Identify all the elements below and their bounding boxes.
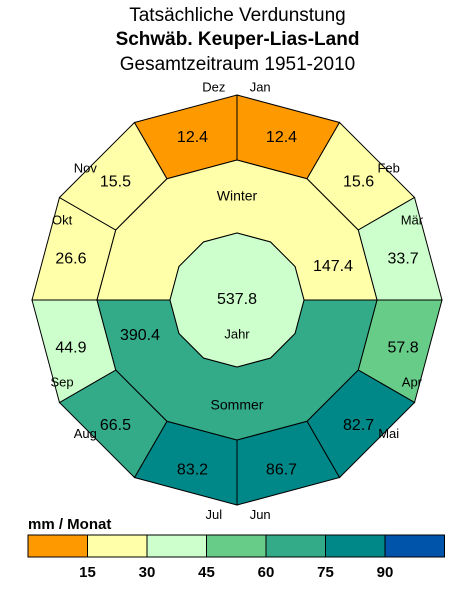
legend-tick-15: 15 <box>79 564 96 581</box>
month-mai-value: 82.7 <box>343 417 374 434</box>
year-sector <box>169 232 305 368</box>
month-apr-value: 57.8 <box>388 340 419 357</box>
legend-tick-60: 60 <box>258 564 275 581</box>
legend-unit-label: mm / Monat <box>28 516 112 533</box>
month-sep-value: 44.9 <box>55 340 86 357</box>
legend-swatch-2 <box>87 534 148 558</box>
legend-swatch-6 <box>325 534 386 558</box>
legend-tick-90: 90 <box>377 564 394 581</box>
legend-swatch-5 <box>265 534 326 558</box>
month-jun-value: 86.7 <box>266 461 297 478</box>
halfyear-sommer-value: 390.4 <box>120 327 160 344</box>
month-aug-name: Aug <box>74 426 97 441</box>
month-okt-value: 26.6 <box>55 251 86 268</box>
year-value: 537.8 <box>217 291 257 308</box>
period-label: Gesamtzeitraum 1951-2010 <box>119 54 356 75</box>
month-jan-name: Jan <box>250 80 271 95</box>
month-dez-name: Dez <box>202 80 225 95</box>
legend-tick-30: 30 <box>139 564 156 581</box>
month-jul-value: 83.2 <box>177 461 208 478</box>
legend-swatch-3 <box>146 534 207 558</box>
legend-swatch-7 <box>384 534 445 558</box>
legend-tick-75: 75 <box>317 564 334 581</box>
halfyear-winter-value: 147.4 <box>313 258 353 275</box>
legend-swatch-1 <box>27 534 88 558</box>
halfyear-sommer-name: Sommer <box>211 397 264 413</box>
month-nov-name: Nov <box>74 161 98 176</box>
month-aug-value: 66.5 <box>100 417 131 434</box>
month-dez-value: 12.4 <box>177 129 208 146</box>
legend-swatch-4 <box>206 534 267 558</box>
month-maer-value: 33.7 <box>388 251 419 268</box>
month-feb-value: 15.6 <box>343 174 374 191</box>
month-jan-value: 12.4 <box>266 129 297 146</box>
month-okt-name: Okt <box>52 212 73 227</box>
month-jul-name: Jul <box>205 507 222 522</box>
month-maer-name: Mär <box>401 212 424 227</box>
month-mai-name: Mai <box>378 426 399 441</box>
halfyear-winter-name: Winter <box>217 188 258 204</box>
chart-title: Tatsächliche Verdunstung <box>129 5 346 26</box>
region-subtitle: Schwäb. Keuper-Lias-Land <box>115 29 360 50</box>
month-feb-name: Feb <box>377 161 399 176</box>
month-jun-name: Jun <box>250 507 271 522</box>
year-name: Jahr <box>224 326 250 341</box>
month-nov-value: 15.5 <box>100 174 131 191</box>
legend-tick-45: 45 <box>198 564 215 581</box>
month-apr-name: Apr <box>402 374 423 389</box>
month-sep-name: Sep <box>51 374 74 389</box>
